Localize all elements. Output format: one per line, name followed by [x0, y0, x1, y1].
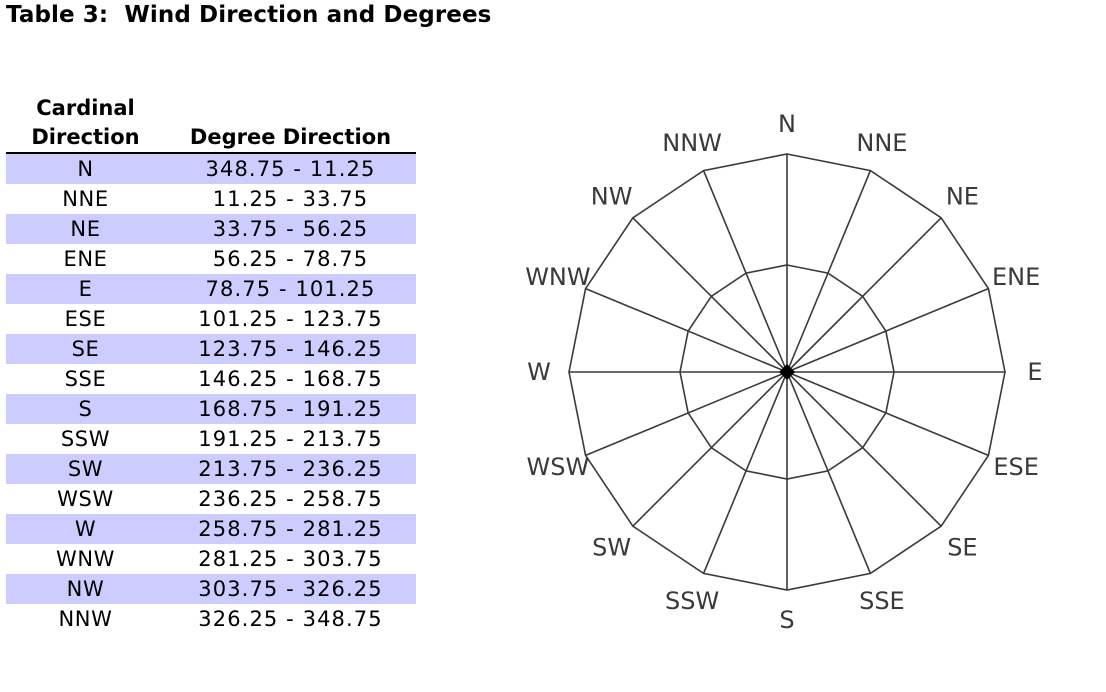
table-row: WSW 236.25 - 258.75 — [6, 484, 416, 514]
table-row: SSW 191.25 - 213.75 — [6, 424, 416, 454]
table-row: SSE 146.25 - 168.75 — [6, 364, 416, 394]
direction-label-wnw: WNW — [525, 263, 590, 291]
degree-cell: 281.25 - 303.75 — [198, 547, 383, 571]
degree-cell: 56.25 - 78.75 — [212, 247, 369, 271]
direction-label-nne: NNE — [856, 129, 907, 157]
direction-label-sw: SW — [592, 533, 631, 561]
direction-label-ene: ENE — [992, 263, 1040, 291]
cardinal-cell: E — [6, 274, 165, 304]
header-degree-direction: Degree Direction — [165, 94, 416, 154]
degree-cell: 213.75 - 236.25 — [165, 454, 416, 484]
table-row: NW 303.75 - 326.25 — [6, 574, 416, 604]
direction-label-n: N — [778, 110, 796, 138]
spoke-nw — [632, 217, 788, 373]
table-row: SE 123.75 - 146.25 — [6, 334, 416, 364]
cardinal-cell: NNW — [58, 607, 113, 631]
table-row: N 348.75 - 11.25 — [6, 153, 416, 184]
wind-direction-table: Cardinal Direction Degree Direction N 348.… — [6, 94, 416, 634]
table-row: NE 33.75 - 56.25 — [6, 214, 416, 244]
direction-label-se: SE — [947, 533, 977, 561]
degree-cell: 168.75 - 191.25 — [165, 394, 416, 424]
header-cardinal-direction: Cardinal Direction — [6, 94, 165, 154]
compass-rose-diagram: N NNE NE ENE E ESE SE SSE S SSW SW WSW W WNW NW NNW — [525, 110, 1042, 634]
direction-label-ne: NE — [946, 183, 979, 211]
cardinal-cell: NW — [6, 574, 165, 604]
table-row: NNE 11.25 - 33.75 — [6, 184, 416, 214]
spoke-sse — [786, 371, 872, 574]
degree-cell: 326.25 - 348.75 — [198, 607, 383, 631]
spoke-ese — [786, 371, 989, 457]
center-marker — [779, 364, 795, 380]
compass-rose-lines — [568, 153, 1006, 591]
direction-label-ssw: SSW — [665, 587, 719, 615]
table-row: S 168.75 - 191.25 — [6, 394, 416, 424]
degree-cell: 236.25 - 258.75 — [198, 487, 383, 511]
table-header-row: Cardinal Direction Degree Direction — [6, 94, 416, 154]
header-cardinal-line2: Direction — [31, 125, 140, 149]
table-row: ESE 101.25 - 123.75 — [6, 304, 416, 334]
table-row: E 78.75 - 101.25 — [6, 274, 416, 304]
direction-label-e: E — [1027, 358, 1042, 386]
spoke-sw — [632, 371, 788, 527]
direction-label-w: W — [527, 358, 551, 386]
spoke-nnw — [702, 170, 788, 373]
degree-cell: 348.75 - 11.25 — [165, 153, 416, 184]
table-row: NNW 326.25 - 348.75 — [6, 604, 416, 634]
degree-cell: 33.75 - 56.25 — [165, 214, 416, 244]
direction-label-s: S — [779, 606, 794, 634]
cardinal-cell: ENE — [63, 247, 108, 271]
degree-cell: 146.25 - 168.75 — [198, 367, 383, 391]
cardinal-cell: NNE — [62, 187, 109, 211]
table-title: Table 3: Wind Direction and Degrees — [6, 2, 492, 28]
cardinal-cell: SSE — [64, 367, 107, 391]
degree-cell: 78.75 - 101.25 — [165, 274, 416, 304]
cardinal-cell: WSW — [57, 487, 114, 511]
degree-cell: 191.25 - 213.75 — [198, 427, 383, 451]
direction-label-wsw: WSW — [527, 453, 590, 481]
cardinal-cell: W — [6, 514, 165, 544]
cardinal-cell: NE — [6, 214, 165, 244]
cardinal-cell: SSW — [60, 427, 111, 451]
table-row: ENE 56.25 - 78.75 — [6, 244, 416, 274]
direction-label-sse: SSE — [859, 587, 905, 615]
table-row: WNW 281.25 - 303.75 — [6, 544, 416, 574]
direction-label-nnw: NNW — [662, 129, 722, 157]
degree-cell: 123.75 - 146.25 — [165, 334, 416, 364]
table-row: W 258.75 - 281.25 — [6, 514, 416, 544]
cardinal-cell: ESE — [64, 307, 107, 331]
spoke-ene — [786, 287, 989, 373]
degree-cell: 258.75 - 281.25 — [165, 514, 416, 544]
spoke-ssw — [702, 371, 788, 574]
direction-label-ese: ESE — [993, 453, 1039, 481]
header-cardinal-line1: Cardinal — [36, 96, 135, 120]
spoke-wsw — [585, 371, 788, 457]
spoke-ne — [786, 217, 942, 373]
cardinal-cell: S — [6, 394, 165, 424]
spoke-nne — [786, 170, 872, 373]
degree-cell: 303.75 - 326.25 — [165, 574, 416, 604]
cardinal-cell: SW — [6, 454, 165, 484]
direction-label-nw: NW — [591, 183, 633, 211]
table-row: SW 213.75 - 236.25 — [6, 454, 416, 484]
cardinal-cell: SE — [6, 334, 165, 364]
compass-rose-labels: N NNE NE ENE E ESE SE SSE S SSW SW WSW W WNW NW NNW — [525, 110, 1042, 634]
cardinal-cell: WNW — [55, 547, 116, 571]
cardinal-cell: N — [6, 153, 165, 184]
degree-cell: 11.25 - 33.75 — [212, 187, 369, 211]
spoke-wnw — [585, 287, 788, 373]
degree-cell: 101.25 - 123.75 — [198, 307, 383, 331]
spoke-se — [786, 371, 942, 527]
